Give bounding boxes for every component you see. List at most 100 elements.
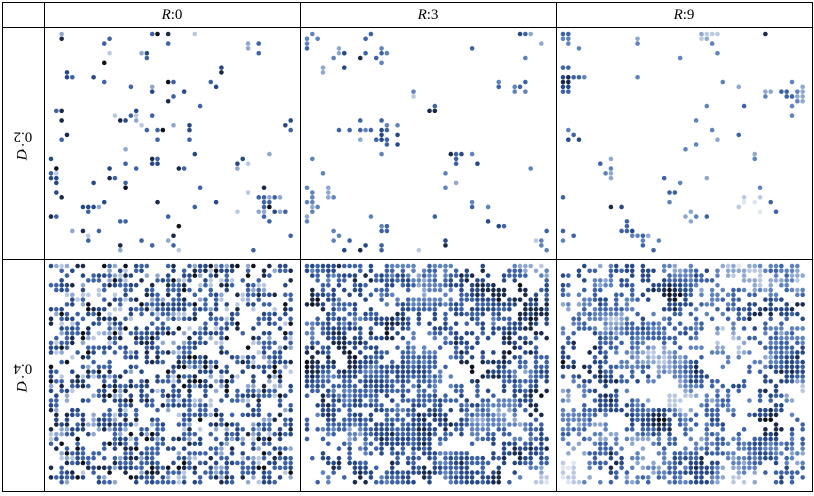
lattice-dot [731, 268, 736, 274]
lattice-dot [597, 436, 603, 442]
lattice-dot [741, 273, 747, 278]
lattice-dot [224, 302, 230, 307]
lattice-dot [144, 379, 150, 384]
lattice-dot [395, 132, 400, 138]
lattice-dot [768, 306, 774, 312]
lattice-dot [800, 326, 805, 331]
lattice-dot [267, 436, 272, 442]
lattice-dot [560, 65, 566, 70]
lattice-dot [400, 316, 406, 322]
lattice-dots [48, 31, 293, 253]
lattice-dot [139, 383, 144, 389]
lattice-dot [533, 306, 539, 312]
lattice-dot [432, 108, 438, 114]
lattice-dot [768, 335, 774, 341]
lattice-dot [277, 465, 283, 471]
lattice-dot [155, 479, 160, 485]
lattice-dot [571, 364, 576, 370]
lattice-dot [411, 446, 416, 451]
lattice-dot [603, 460, 608, 466]
lattice-dot [203, 451, 208, 456]
lattice-dot [101, 345, 107, 350]
lattice-dot [107, 282, 112, 288]
lattice-dot [187, 137, 192, 142]
lattice-dot [523, 407, 528, 413]
lattice-dot [597, 374, 603, 379]
lattice-dot [789, 330, 795, 336]
lattice-dot [480, 422, 486, 427]
lattice-dot [699, 479, 704, 485]
lattice-dot [661, 292, 667, 298]
lattice-dot [267, 311, 272, 317]
lattice-dot [603, 441, 608, 447]
lattice-dot [384, 330, 390, 336]
lattice-dot [240, 297, 246, 302]
lattice-dot [208, 292, 214, 298]
lattice-dot [709, 470, 715, 475]
lattice-dot [736, 354, 742, 360]
lattice-dot [256, 431, 262, 437]
lattice-dot [544, 282, 549, 288]
lattice-dot [85, 465, 91, 471]
lattice-dot [304, 321, 310, 326]
lattice-dot [437, 441, 443, 447]
lattice-dot [373, 359, 379, 365]
lattice-dot [757, 446, 763, 451]
lattice-dot [784, 364, 789, 370]
lattice-dot [517, 268, 523, 274]
lattice-dot [566, 306, 571, 312]
lattice-dot [566, 273, 571, 278]
lattice-dot [475, 427, 480, 432]
lattice-dot [54, 335, 59, 341]
lattice-dot [800, 94, 805, 99]
lattice-dot [672, 393, 678, 399]
lattice-dot [480, 297, 486, 302]
lattice-dot [517, 422, 523, 427]
lattice-dot [437, 403, 443, 408]
lattice-dot [261, 287, 267, 293]
lattice-dot [491, 403, 496, 408]
lattice-dot [64, 311, 70, 317]
lattice-dot [645, 436, 651, 442]
lattice-dot [501, 412, 507, 418]
lattice-dot [731, 436, 736, 442]
lattice-dot [566, 282, 571, 288]
lattice-dot [469, 306, 475, 312]
lattice-dot [400, 364, 406, 370]
lattice-dot [795, 354, 800, 360]
lattice-dot [784, 282, 789, 288]
lattice-dot [597, 398, 603, 403]
lattice-dot [709, 287, 715, 293]
lattice-dot [133, 455, 139, 461]
lattice-dot [251, 407, 256, 413]
lattice-dot [757, 369, 763, 374]
lattice-dot [709, 412, 715, 418]
lattice-dot [192, 316, 198, 322]
lattice-dot [608, 364, 614, 370]
lattice-dot [352, 340, 358, 346]
lattice-dot [283, 359, 288, 365]
lattice-dot [165, 238, 171, 243]
lattice-dot [651, 379, 656, 384]
lattice-dot [496, 475, 502, 480]
lattice-dot [603, 335, 608, 341]
lattice-dot [80, 273, 86, 278]
lattice-dot [320, 455, 326, 461]
lattice-dot [699, 383, 704, 389]
lattice-dot [85, 369, 91, 374]
lattice-dot [384, 350, 390, 355]
lattice-dot [357, 388, 363, 394]
lattice-dot [453, 151, 459, 157]
lattice-dot [523, 369, 528, 374]
lattice-dot [539, 306, 544, 312]
lattice-dot [389, 263, 395, 269]
lattice-dot [357, 475, 363, 480]
lattice-dot [672, 374, 678, 379]
lattice-dot [640, 326, 646, 331]
lattice-dot [523, 263, 528, 269]
lattice-dot [395, 403, 400, 408]
lattice-dot [128, 403, 134, 408]
lattice-dot [208, 398, 214, 403]
lattice-dot [133, 340, 139, 346]
lattice-dot [683, 465, 688, 471]
